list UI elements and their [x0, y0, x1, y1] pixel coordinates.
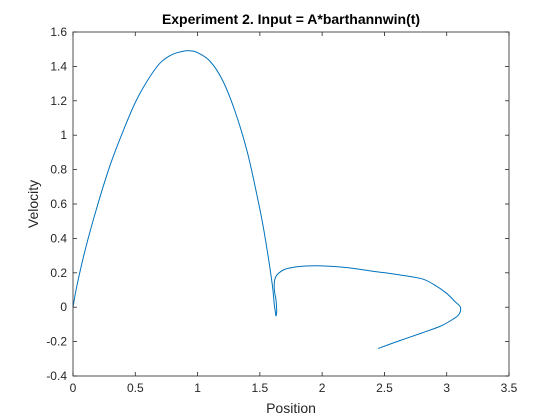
x-tick-label: 1: [194, 381, 201, 395]
y-tick-label: 0: [60, 300, 67, 314]
x-tick-label: 2: [319, 381, 326, 395]
y-tick-label: 1: [60, 128, 67, 142]
plot-area-background: [73, 32, 509, 376]
phase-trajectory-line: [72, 50, 462, 349]
x-tick-label: 0: [70, 381, 77, 395]
x-tick-label: 2.5: [376, 381, 393, 395]
y-tick-label: 0.6: [50, 197, 67, 211]
y-tick-label: -0.2: [46, 335, 67, 349]
x-tick-label: 3: [443, 381, 450, 395]
chart-title: Experiment 2. Input = A*barthannwin(t): [162, 11, 420, 27]
y-tick-label: 1.4: [50, 59, 67, 73]
y-tick-label: 0.4: [50, 231, 67, 245]
x-tick-label: 3.5: [501, 381, 518, 395]
y-tick-label: -0.4: [46, 369, 67, 383]
y-tick-label: 0.8: [50, 163, 67, 177]
y-tick-label: 1.6: [50, 25, 67, 39]
x-tick-label: 0.5: [127, 381, 144, 395]
y-tick-label: 1.2: [50, 94, 67, 108]
y-axis-label: Velocity: [25, 180, 41, 228]
x-tick-label: 1.5: [252, 381, 269, 395]
x-axis-label: Position: [266, 400, 316, 416]
y-tick-label: 0.2: [50, 266, 67, 280]
